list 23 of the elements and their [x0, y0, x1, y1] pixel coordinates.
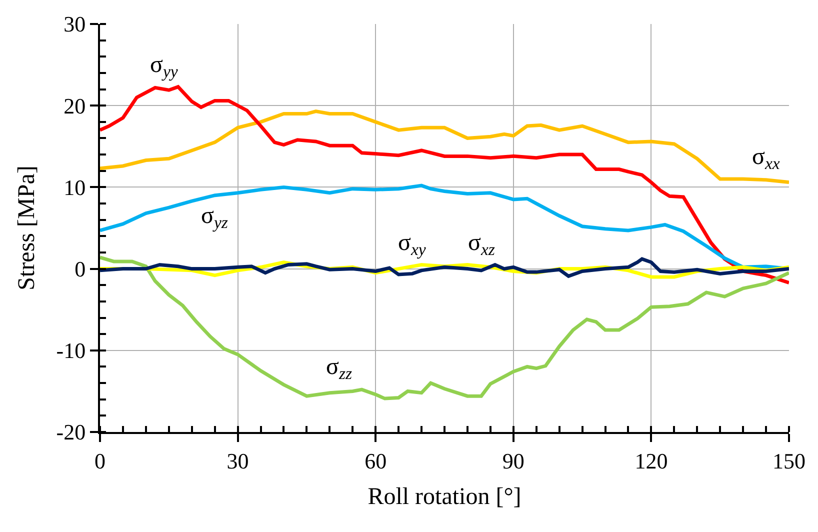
line-series — [100, 85, 789, 284]
line-series — [100, 110, 789, 184]
series-label: σ$_{yy}$ — [150, 52, 178, 82]
y-tick-label: 20 — [64, 93, 86, 118]
x-tick-label: 120 — [634, 448, 668, 474]
y-axis-title: Stress [MPa] — [14, 166, 40, 290]
y-tick-label: -20 — [56, 420, 86, 445]
x-tick-label: 0 — [94, 448, 106, 474]
x-tick-label: 60 — [364, 448, 387, 474]
series-label: σ$_{zz}$ — [326, 354, 352, 384]
series-label: σ$_{xy}$ — [398, 230, 426, 260]
series-label: σ$_{yz}$ — [201, 203, 228, 232]
x-axis-title: Roll rotation [°] — [368, 484, 522, 510]
x-tick-label: 150 — [772, 448, 806, 474]
x-tick-label: 90 — [502, 448, 524, 474]
series-label: σ$_{xz}$ — [468, 230, 496, 260]
y-tick-label: 10 — [64, 174, 86, 200]
y-tick-label: -10 — [56, 338, 86, 364]
y-tick-label: 0 — [74, 256, 86, 282]
series-label: σ$_{xx}$ — [752, 144, 780, 174]
y-tick-label: 30 — [64, 12, 86, 37]
line-series — [100, 257, 789, 278]
x-tick-label: 30 — [226, 448, 249, 474]
